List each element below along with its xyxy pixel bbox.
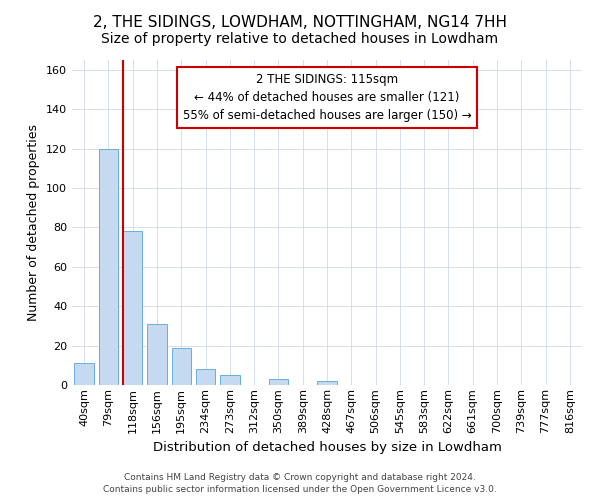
Bar (172, 348, 191, 385)
Text: 2 THE SIDINGS: 115sqm
← 44% of detached houses are smaller (121)
55% of semi-det: 2 THE SIDINGS: 115sqm ← 44% of detached … (182, 73, 472, 122)
Text: Contains HM Land Registry data © Crown copyright and database right 2024.
Contai: Contains HM Land Registry data © Crown c… (103, 472, 497, 494)
Bar (220, 375, 239, 385)
Text: 2, THE SIDINGS, LOWDHAM, NOTTINGHAM, NG14 7HH: 2, THE SIDINGS, LOWDHAM, NOTTINGHAM, NG1… (93, 15, 507, 30)
Y-axis label: Number of detached properties: Number of detached properties (28, 124, 40, 321)
Text: Size of property relative to detached houses in Lowdham: Size of property relative to detached ho… (101, 32, 499, 46)
Bar (99, 148, 118, 385)
Bar (269, 379, 288, 385)
Bar (147, 324, 167, 385)
Bar (123, 232, 142, 385)
Bar (317, 381, 337, 385)
Bar (196, 369, 215, 385)
Bar (74, 364, 94, 385)
X-axis label: Distribution of detached houses by size in Lowdham: Distribution of detached houses by size … (152, 441, 502, 454)
